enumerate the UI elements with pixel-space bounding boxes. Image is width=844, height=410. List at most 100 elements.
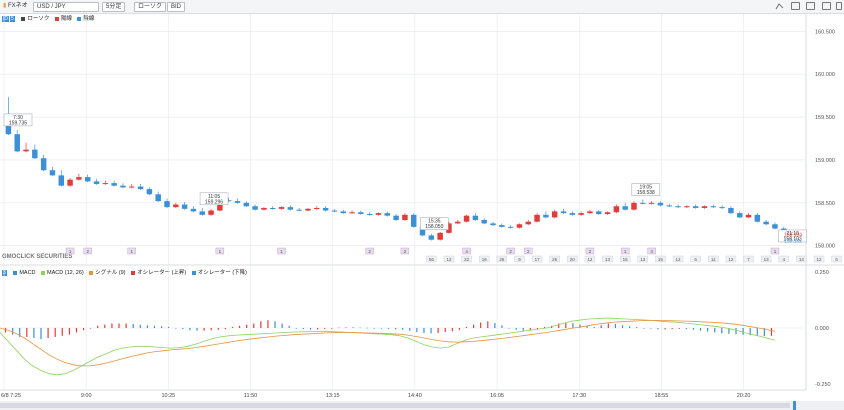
candle-up (208, 210, 214, 215)
macd-histogram-bar (132, 323, 134, 328)
macd-histogram-bar (607, 323, 609, 328)
candle-up (463, 215, 470, 222)
macd-histogram-bar (352, 327, 354, 328)
legend-signal: シグナル (9) (95, 270, 126, 276)
event-marker-bottom-label: 4 (783, 257, 786, 262)
macd-histogram-bar (473, 324, 475, 328)
candle-up (684, 206, 690, 208)
signal-line (0, 319, 776, 367)
camera-icon[interactable] (806, 2, 815, 10)
scrollbar-thumb[interactable] (0, 403, 790, 408)
candle-down (322, 207, 329, 211)
macd-histogram-bar (643, 328, 645, 329)
candle-up (437, 232, 443, 240)
candle-down (252, 206, 258, 210)
candle-down (120, 185, 126, 188)
annotation-time: 21:10 (786, 231, 799, 237)
candle-up (23, 149, 29, 152)
event-marker-bottom-label: 14 (799, 257, 805, 262)
candle-down (146, 189, 153, 195)
settings-icon[interactable] (836, 2, 842, 10)
event-marker-top (65, 247, 75, 255)
event-marker-top-label: 2 (368, 249, 371, 254)
event-marker-top-label: 2 (527, 249, 530, 254)
annotation-price: 158.102 (784, 236, 802, 242)
event-marker-bottom (496, 255, 508, 263)
macd-tick-label: 0.000 (815, 326, 829, 332)
candle-down (472, 215, 479, 220)
macd-histogram-bar (529, 328, 531, 331)
draw-line-icon[interactable] (775, 2, 784, 10)
macd-histogram-bar (345, 327, 347, 328)
macd-histogram-bar (224, 328, 226, 330)
candle-down (419, 226, 426, 236)
event-marker-bottom (708, 255, 719, 263)
chat-icon[interactable] (791, 2, 800, 10)
annotation-box (199, 192, 229, 206)
macd-histogram-bar (692, 328, 695, 330)
candle-down (14, 134, 20, 152)
candle-down (93, 181, 100, 184)
macd-histogram-bar (33, 328, 35, 339)
interval-select[interactable]: 5分足 (102, 2, 126, 12)
macd-histogram-bar (146, 325, 148, 328)
event-marker-top (585, 247, 595, 255)
candle-down (692, 206, 699, 208)
candle-down (49, 170, 56, 176)
price-type-select[interactable]: BID (167, 2, 186, 12)
macd-histogram-bar (373, 328, 375, 329)
macd-histogram-bar (579, 324, 581, 328)
candle-down (270, 207, 276, 209)
event-marker-top-label: 1 (219, 249, 222, 254)
candle-down (181, 204, 188, 209)
annotation-time: 11:05 (208, 194, 220, 200)
macd-histogram-bar (61, 328, 63, 336)
macd-histogram-bar (593, 326, 595, 328)
event-marker-top (365, 247, 374, 255)
candle-up (278, 207, 285, 209)
macd-line-legend-icon (41, 270, 46, 275)
event-marker-top (277, 247, 286, 255)
candle-up (745, 214, 752, 218)
macd-histogram-bar (380, 328, 383, 329)
copy-icon[interactable] (822, 2, 831, 10)
time-scrollbar[interactable] (0, 401, 844, 410)
app-name: ▮ FXネオ (3, 3, 28, 9)
pair-select[interactable]: USD / JPY (33, 2, 99, 12)
macd-histogram-bar (139, 324, 141, 328)
chart-style-select[interactable]: ローソク (134, 2, 167, 12)
legend-badge-id[interactable]: ID (2, 16, 9, 22)
candle-down (40, 158, 47, 171)
macd-histogram-bar (19, 328, 21, 337)
legend-badge-5[interactable]: 5 (10, 16, 15, 22)
current-ask-label: 158.104 (784, 232, 802, 238)
event-marker-bottom (831, 255, 842, 263)
event-marker-top-label: 2 (86, 249, 89, 254)
candle-down (331, 210, 338, 212)
candle-up (604, 212, 611, 214)
candle-up (67, 179, 73, 186)
candle-down (190, 208, 197, 212)
candle-down (58, 175, 65, 186)
macd-histogram-bar (97, 325, 99, 328)
event-marker-bottom (531, 255, 543, 263)
macd-histogram-bar (153, 325, 156, 328)
candle-down (666, 205, 672, 207)
event-marker-bottom (514, 255, 525, 263)
chart-svg[interactable]: 160.500160.000159.500159.000158.500158.0… (0, 0, 844, 401)
macd-histogram-bar (111, 323, 113, 328)
time-tick-label: 16:05 (490, 393, 504, 399)
legend-osc-up: オシレーター (上昇) (137, 270, 187, 276)
candle-down (560, 211, 567, 214)
event-marker-top-label: 4 (465, 249, 468, 254)
time-tick-label: 9:00 (81, 393, 92, 399)
macd-histogram-bar (331, 328, 333, 329)
macd-histogram-bar (168, 326, 170, 328)
macd-legend-badge[interactable]: 3 (2, 270, 7, 276)
candle-up (525, 221, 531, 225)
event-marker-bottom (690, 255, 701, 263)
macd-histogram-bar (253, 323, 255, 328)
scrollbar-handle[interactable] (793, 401, 796, 410)
macd-histogram-bar (586, 325, 588, 328)
macd-tick-label: -0.250 (815, 382, 831, 388)
